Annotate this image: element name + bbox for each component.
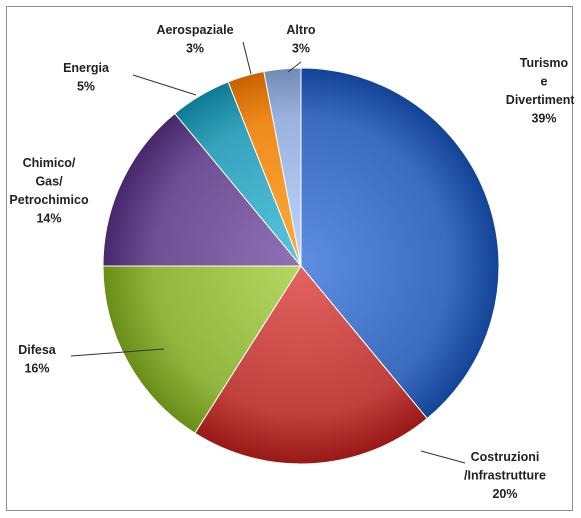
slice-label: Chimico/Gas/Petrochimico 14% bbox=[9, 156, 89, 226]
slice-percent: 3% bbox=[186, 42, 204, 56]
slice-percent: 16% bbox=[24, 362, 49, 376]
slice-label: Energia 5% bbox=[63, 61, 110, 94]
slice-percent: 39% bbox=[531, 112, 556, 126]
slice-label: Aerospaziale 3% bbox=[156, 23, 233, 56]
slice-label-line: Petrochimico bbox=[9, 193, 89, 207]
slice-label: Difesa 16% bbox=[18, 343, 57, 376]
slice-label-line: Aerospaziale bbox=[156, 23, 233, 37]
slice-label-line: e bbox=[541, 75, 548, 89]
chart-frame: Turismo e Divertimento 39% Costruzioni/Infra… bbox=[6, 6, 573, 511]
pie-slices bbox=[103, 68, 499, 464]
slice-label: Turismo e Divertimento 39% bbox=[506, 56, 574, 126]
slice-label: Costruzioni/Infrastrutture 20% bbox=[464, 450, 546, 501]
slice-label: Altro 3% bbox=[286, 23, 316, 56]
slice-label-line: Divertimento bbox=[506, 93, 574, 107]
slice-label-line: Difesa bbox=[18, 343, 57, 357]
slice-percent: 5% bbox=[77, 80, 95, 94]
slice-percent: 3% bbox=[292, 42, 310, 56]
slice-label-line: Altro bbox=[286, 23, 316, 37]
slice-label-line: /Infrastrutture bbox=[464, 469, 546, 483]
slice-label-line: Gas/ bbox=[35, 175, 63, 189]
slice-label-line: Chimico/ bbox=[23, 156, 76, 170]
slice-label-line: Energia bbox=[63, 61, 110, 75]
leader-line bbox=[133, 75, 196, 95]
slice-label-line: Turismo bbox=[520, 56, 569, 70]
leader-line bbox=[421, 451, 465, 463]
slice-percent: 20% bbox=[492, 487, 517, 501]
pie-chart: Turismo e Divertimento 39% Costruzioni/Infra… bbox=[7, 7, 574, 512]
slice-label-line: Costruzioni bbox=[471, 450, 540, 464]
slice-percent: 14% bbox=[36, 212, 61, 226]
leader-line bbox=[243, 42, 251, 74]
